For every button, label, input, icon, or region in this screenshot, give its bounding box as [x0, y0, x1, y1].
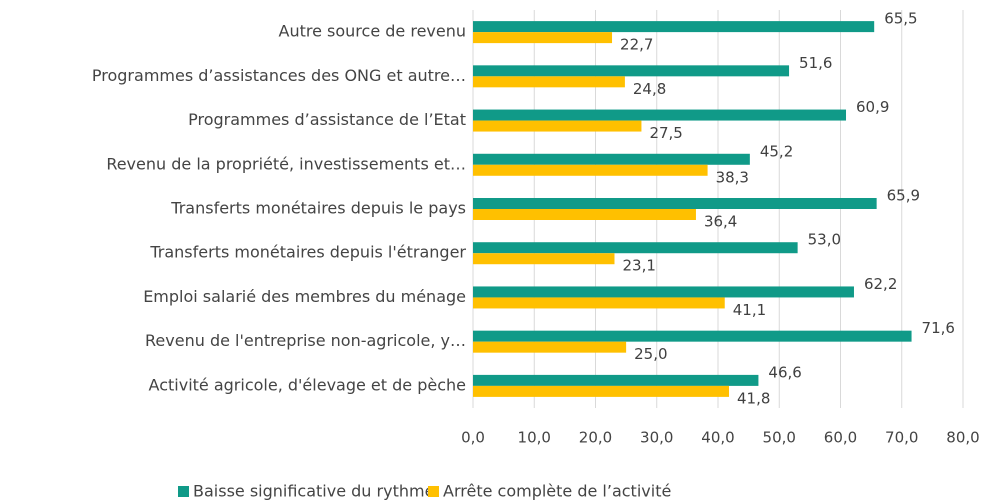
x-tick-label: 0,0: [461, 429, 485, 447]
x-tick-label: 60,0: [824, 429, 857, 447]
data-label: 65,5: [884, 10, 917, 28]
legend-swatch: [178, 486, 189, 497]
data-label: 38,3: [716, 168, 749, 186]
x-tick-label: 50,0: [763, 429, 796, 447]
data-label: 46,6: [768, 363, 801, 381]
x-tick-label: 20,0: [579, 429, 612, 447]
x-tick-label: 80,0: [946, 429, 979, 447]
bar: [473, 32, 613, 44]
bar: [473, 164, 708, 176]
data-label: 41,1: [733, 301, 766, 319]
data-label: 65,9: [887, 187, 920, 205]
bar: [473, 153, 750, 165]
data-label: 45,2: [760, 142, 793, 160]
data-label: 60,9: [856, 98, 889, 116]
bar: [473, 21, 875, 33]
data-label: 51,6: [799, 54, 832, 72]
y-tick-label: Revenu de la propriété, investissements …: [106, 154, 466, 173]
y-tick-label: Revenu de l'entreprise non-agricole, y…: [145, 331, 466, 350]
bar: [473, 253, 615, 265]
x-tick-label: 40,0: [701, 429, 734, 447]
bar: [473, 109, 847, 121]
bar: [473, 120, 642, 132]
bar: [473, 76, 625, 88]
legend-label: Baisse significative du rythme: [193, 482, 434, 501]
data-label: 53,0: [808, 231, 841, 249]
x-tick-label: 30,0: [640, 429, 673, 447]
y-tick-label: Programmes d’assistance de l’Etat: [188, 110, 466, 129]
data-label: 22,7: [620, 36, 653, 54]
data-label: 36,4: [704, 213, 737, 231]
bar: [473, 385, 730, 397]
bar: [473, 374, 759, 386]
data-label: 41,8: [737, 389, 770, 407]
legend-label: Arrête complète de l’activité: [443, 482, 671, 501]
bar: [473, 65, 790, 77]
y-tick-label: Activité agricole, d'élevage et de pèche: [149, 375, 466, 394]
legend-swatch: [428, 486, 439, 497]
data-label: 71,6: [922, 319, 955, 337]
x-tick-label: 10,0: [518, 429, 551, 447]
data-label: 27,5: [649, 124, 682, 142]
bar: [473, 297, 725, 309]
data-label: 24,8: [633, 80, 666, 98]
bar: [473, 330, 912, 342]
x-tick-label: 70,0: [885, 429, 918, 447]
bar: [473, 242, 798, 254]
y-tick-label: Programmes d’assistances des ONG et autr…: [92, 66, 466, 85]
bar: [473, 286, 854, 298]
data-label: 23,1: [622, 257, 655, 275]
data-label: 25,0: [634, 345, 667, 363]
bar: [473, 209, 696, 220]
y-tick-label: Autre source de revenu: [279, 22, 466, 41]
y-tick-label: Transferts monétaires depuis le pays: [170, 199, 466, 218]
y-tick-label: Emploi salarié des membres du ménage: [143, 287, 466, 306]
data-label: 62,2: [864, 275, 897, 293]
bar: [473, 341, 627, 353]
bar: [473, 198, 877, 209]
y-tick-label: Transferts monétaires depuis l'étranger: [149, 243, 466, 262]
